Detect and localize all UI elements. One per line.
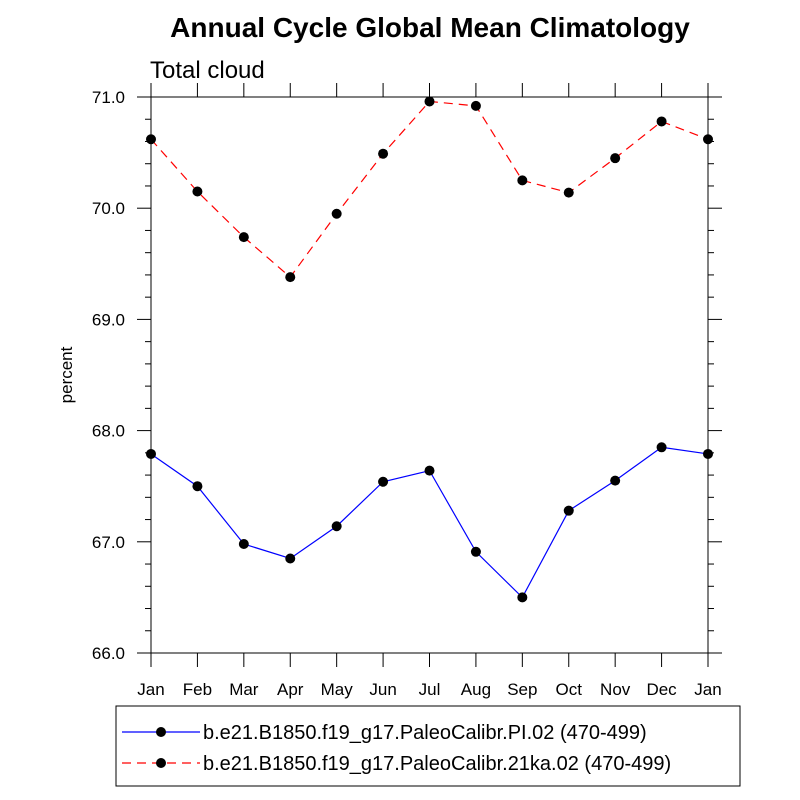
x-tick-label: Sep (507, 680, 537, 699)
y-axis-label: percent (57, 346, 76, 403)
minor-ticks (145, 118, 714, 632)
legend-marker (156, 727, 166, 737)
x-tick-label: Aug (461, 680, 491, 699)
data-point (331, 521, 342, 532)
y-tick-label: 70.0 (92, 199, 125, 218)
data-point (656, 116, 667, 127)
legend: b.e21.B1850.f19_g17.PaleoCalibr.PI.02 (4… (115, 705, 741, 787)
data-point (238, 539, 249, 550)
y-tick-label: 67.0 (92, 533, 125, 552)
legend-label: b.e21.B1850.f19_g17.PaleoCalibr.21ka.02 … (203, 753, 671, 775)
y-tick-label: 69.0 (92, 310, 125, 329)
x-tick-label: Jan (694, 680, 721, 699)
data-point (610, 475, 621, 486)
y-tick-label: 71.0 (92, 88, 125, 107)
data-point (470, 546, 481, 557)
series-layer (146, 96, 713, 603)
series-1 (146, 442, 713, 603)
data-point (238, 232, 249, 243)
data-point (656, 442, 667, 453)
x-tick-label: Jan (137, 680, 164, 699)
major-ticks (137, 83, 722, 667)
data-point (610, 153, 621, 164)
data-point (378, 476, 389, 487)
legend-item-1: b.e21.B1850.f19_g17.PaleoCalibr.PI.02 (4… (122, 722, 647, 744)
data-point (378, 148, 389, 159)
y-tick-label: 68.0 (92, 422, 125, 441)
x-tick-label: Apr (277, 680, 304, 699)
data-point (517, 175, 528, 186)
data-point (563, 187, 574, 198)
data-point (517, 592, 528, 603)
x-tick-labels: Jan Feb Mar Apr May Jun Jul Aug Sep Oct Nov Dec Jan (137, 680, 721, 699)
plot-frame (150, 96, 709, 654)
legend-box (115, 705, 741, 787)
data-point (285, 553, 296, 564)
y-tick-labels: 66.0 67.0 68.0 69.0 70.0 71.0 (92, 88, 125, 663)
x-tick-label: Mar (229, 680, 259, 699)
y-tick-label: 66.0 (92, 644, 125, 663)
series-line (150, 100, 709, 279)
data-point (424, 465, 435, 476)
chart-subtitle: Total cloud (150, 57, 265, 84)
data-point (331, 208, 342, 219)
data-point (470, 100, 481, 111)
chart-title: Annual Cycle Global Mean Climatology (170, 12, 690, 43)
data-point (563, 505, 574, 516)
data-point (192, 186, 203, 197)
x-tick-label: May (321, 680, 354, 699)
series-2 (146, 96, 713, 283)
x-tick-label: Jul (419, 680, 441, 699)
x-tick-label: Dec (646, 680, 677, 699)
legend-label: b.e21.B1850.f19_g17.PaleoCalibr.PI.02 (4… (203, 722, 647, 744)
data-point (285, 272, 296, 283)
x-tick-label: Oct (556, 680, 583, 699)
data-point (424, 96, 435, 107)
legend-marker (156, 758, 166, 768)
data-point (192, 481, 203, 492)
legend-item-2: b.e21.B1850.f19_g17.PaleoCalibr.21ka.02 … (122, 753, 671, 775)
x-tick-label: Feb (183, 680, 212, 699)
x-tick-label: Jun (369, 680, 396, 699)
x-tick-label: Nov (600, 680, 631, 699)
